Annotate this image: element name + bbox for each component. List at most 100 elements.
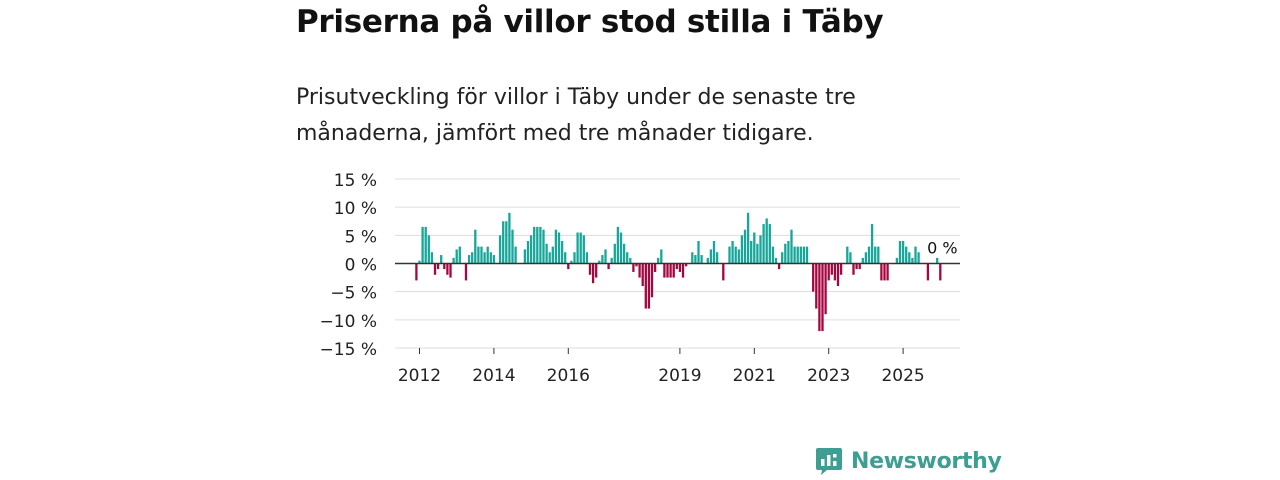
bar <box>489 252 492 264</box>
bar <box>644 263 647 309</box>
bar <box>774 257 778 264</box>
bar <box>415 263 418 281</box>
bar <box>827 263 830 281</box>
bar <box>908 252 911 264</box>
bar <box>830 263 833 275</box>
bar <box>486 246 489 264</box>
bar <box>722 263 725 281</box>
bar <box>849 252 852 264</box>
y-tick-label: −5 % <box>330 284 377 304</box>
bar <box>839 263 843 275</box>
brand-name: Newsworthy <box>851 448 1002 474</box>
bar <box>560 240 564 264</box>
bar <box>449 263 452 278</box>
bar <box>697 240 700 264</box>
bar <box>821 263 824 332</box>
bar <box>660 249 663 264</box>
bar <box>805 246 809 264</box>
x-tick-label: 2014 <box>472 366 515 386</box>
bar <box>750 240 753 264</box>
bar <box>502 221 505 264</box>
x-tick-label: 2023 <box>807 366 850 386</box>
bar <box>604 249 607 264</box>
bar <box>715 252 719 264</box>
bar <box>638 263 641 278</box>
last-value-label: 0 % <box>927 239 957 258</box>
bar <box>508 212 511 264</box>
bar <box>771 246 775 264</box>
bar <box>684 263 688 267</box>
bar <box>548 252 551 264</box>
bar <box>613 243 616 264</box>
bar <box>870 224 874 264</box>
bar <box>545 243 548 264</box>
bar <box>477 246 480 264</box>
bar <box>768 224 771 264</box>
y-tick-label: −10 % <box>320 312 377 332</box>
bar <box>852 263 855 275</box>
bar <box>505 221 508 264</box>
chart-subtitle: Prisutveckling för villor i Täby under d… <box>296 85 856 146</box>
bar <box>480 246 483 264</box>
bar <box>598 260 601 264</box>
bar <box>728 246 731 264</box>
bar <box>740 235 744 264</box>
bar <box>467 255 471 264</box>
bar <box>936 257 939 264</box>
bar <box>650 263 654 298</box>
y-tick-label: 15 % <box>334 171 377 191</box>
bar <box>858 263 861 270</box>
bar <box>691 252 694 264</box>
bar <box>818 263 821 332</box>
bar <box>793 246 796 264</box>
bar <box>657 257 660 264</box>
bar <box>877 246 880 264</box>
x-tick-label: 2025 <box>881 366 924 386</box>
bar <box>492 255 496 264</box>
bar <box>787 240 790 264</box>
y-axis-tick-labels: 15 % 10 % 5 % 0 % −5 % −10 % −15 % <box>320 171 377 360</box>
bar <box>564 252 567 264</box>
bar <box>458 246 461 264</box>
bar <box>446 263 449 275</box>
bar <box>632 263 635 272</box>
bar <box>529 235 533 264</box>
bar <box>812 263 815 292</box>
bar <box>607 263 610 270</box>
bar <box>474 229 477 264</box>
bar-chart: 15 %10 %5 %0 %−5 %−10 %−15 % 2012 2014 201… <box>320 171 960 386</box>
bar <box>523 249 527 264</box>
bar <box>526 240 530 264</box>
bar <box>539 226 542 264</box>
bar <box>551 246 554 264</box>
bar <box>855 263 858 270</box>
bar <box>898 240 902 264</box>
bar <box>542 229 545 264</box>
bar <box>777 263 781 270</box>
bar <box>536 226 539 264</box>
bar <box>790 229 793 264</box>
bar <box>833 263 837 281</box>
bar <box>759 235 762 264</box>
bar <box>588 263 592 275</box>
bar <box>815 263 818 309</box>
bar <box>579 232 582 264</box>
bar <box>554 229 558 264</box>
bar <box>678 263 682 272</box>
bar <box>647 263 651 309</box>
bar <box>663 263 666 278</box>
bar <box>796 246 799 264</box>
bar <box>886 263 889 281</box>
bar <box>681 263 685 278</box>
bar <box>836 263 840 287</box>
brand: Newsworthy <box>815 446 1002 476</box>
y-tick-label: 10 % <box>334 199 377 219</box>
bar <box>573 252 576 264</box>
bar <box>784 243 787 264</box>
bar <box>511 229 514 264</box>
bar <box>427 235 430 264</box>
bar <box>846 246 849 264</box>
bar <box>737 249 740 264</box>
bar <box>616 226 620 264</box>
bar <box>455 249 458 264</box>
